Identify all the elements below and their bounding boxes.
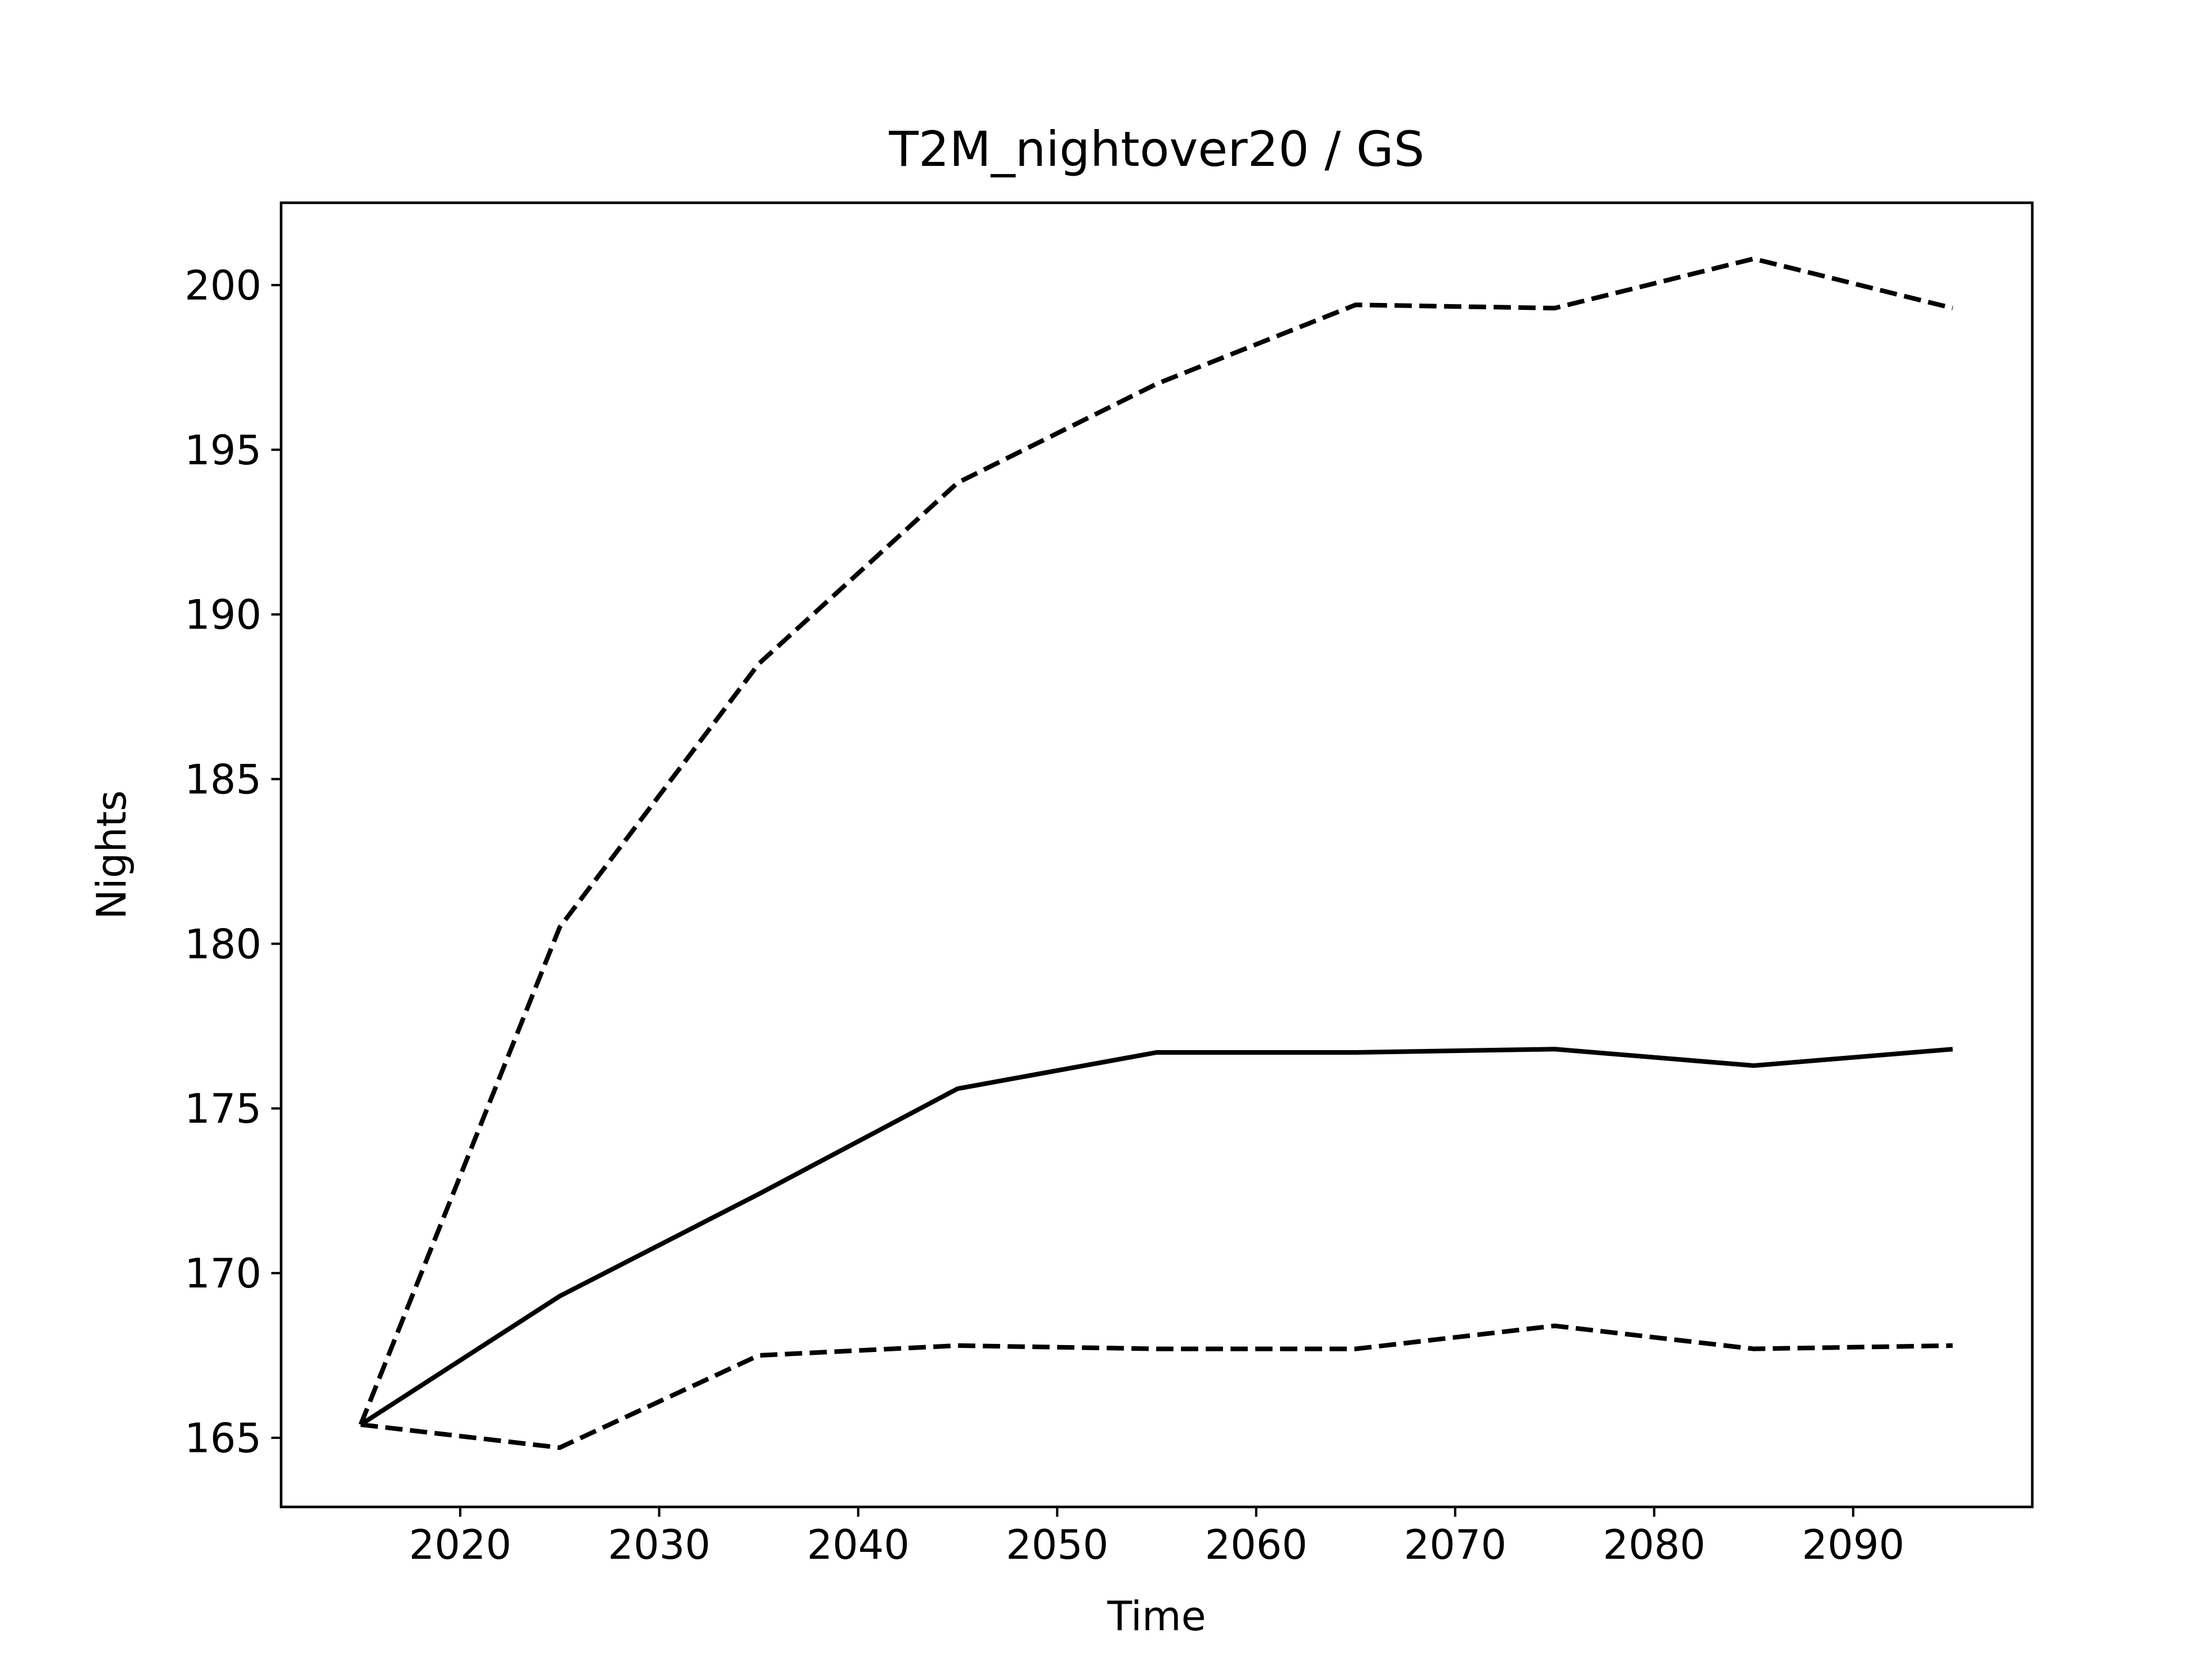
y-tick-label: 180	[184, 921, 262, 968]
x-axis-ticks: 2020 2030 2040 2050 2060 2070 2080 2090	[409, 1507, 1904, 1569]
series-layer	[358, 256, 1953, 1450]
x-tick-label: 2080	[1603, 1521, 1706, 1569]
y-tick-label: 165	[184, 1415, 262, 1462]
x-tick-label: 2040	[807, 1521, 910, 1569]
y-tick-label: 170	[184, 1250, 262, 1297]
y-tick-label: 175	[184, 1085, 262, 1132]
x-tick-label: 2050	[1006, 1521, 1108, 1569]
x-axis-label: Time	[1107, 1593, 1206, 1640]
y-tick-label: 190	[184, 592, 262, 639]
plot-frame	[279, 201, 2034, 1509]
y-axis-ticks: 165 170 175 180 185 190 195 200	[184, 262, 281, 1462]
y-tick-label: 185	[184, 756, 262, 804]
chart-title: T2M_nightover20 / GS	[888, 121, 1425, 177]
x-tick-label: 2070	[1404, 1521, 1506, 1569]
dashed-series-line-1	[358, 256, 1953, 1426]
solid-series-line-0	[359, 1047, 1953, 1427]
y-axis-label: Nights	[88, 790, 135, 920]
x-tick-label: 2060	[1205, 1521, 1308, 1569]
x-tick-label: 2090	[1802, 1521, 1904, 1569]
x-tick-label: 2020	[409, 1521, 512, 1569]
x-tick-label: 2030	[608, 1521, 710, 1569]
y-tick-label: 195	[184, 427, 262, 474]
y-tick-label: 200	[184, 262, 262, 309]
dashed-series-line-2	[360, 1323, 1953, 1450]
